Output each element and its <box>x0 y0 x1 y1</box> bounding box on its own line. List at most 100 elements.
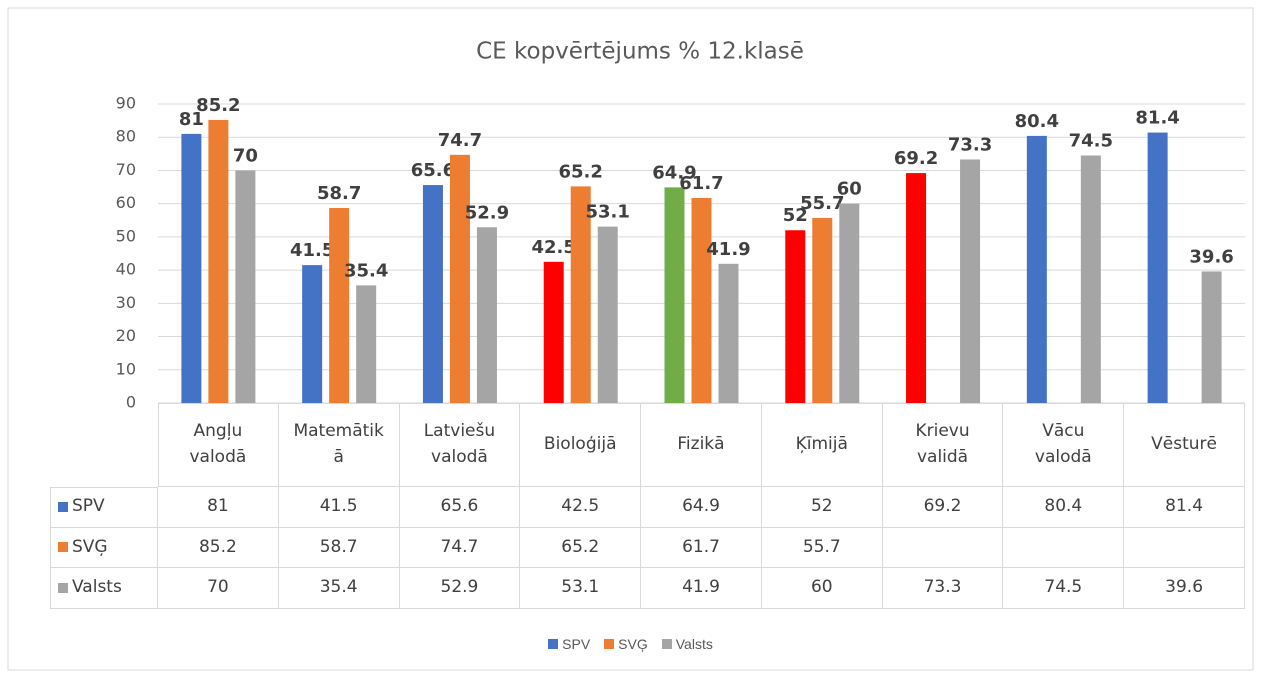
bar <box>718 263 739 403</box>
series-name: SPV <box>72 496 105 516</box>
chart-title: CE kopvērtējums % 12.klasē <box>476 39 804 65</box>
table-series-cell: SPV <box>50 487 158 528</box>
table-cell: 52 <box>761 487 883 528</box>
table-cell: 64.9 <box>641 487 762 528</box>
table-cell: 81 <box>158 487 279 528</box>
bar <box>208 119 229 404</box>
table-cell <box>882 527 1004 568</box>
table-cell: 85.2 <box>158 527 279 568</box>
table-cell: 41.5 <box>278 487 400 528</box>
legend-key <box>548 639 559 649</box>
table-header-cell: Fizikā <box>641 403 762 487</box>
bar <box>543 261 564 403</box>
table-header-cell: Matemātikā <box>278 403 400 487</box>
y-tick-label: 70 <box>116 160 136 179</box>
data-label: 42.5 <box>532 237 576 258</box>
legend-item: SVĢ <box>604 636 648 652</box>
y-tick-label: 60 <box>116 193 136 212</box>
data-label: 35.4 <box>344 260 388 281</box>
series-name: SVĢ <box>72 536 108 557</box>
bar <box>1147 132 1168 403</box>
table-cell: 53.1 <box>520 568 642 609</box>
y-tick-label: 90 <box>116 94 136 113</box>
data-label: 55.7 <box>800 193 844 214</box>
bar <box>449 154 470 403</box>
bar <box>235 170 256 403</box>
legend-key <box>58 542 68 553</box>
table-cell: 61.7 <box>641 527 762 568</box>
table-cell <box>1003 527 1125 568</box>
data-label: 81.4 <box>1135 108 1179 129</box>
bar <box>329 207 350 403</box>
data-label: 69.2 <box>894 148 938 169</box>
series-name: Valsts <box>72 577 122 597</box>
data-label: 52 <box>783 205 808 226</box>
data-label: 65.2 <box>559 161 603 182</box>
legend-key <box>661 639 672 649</box>
y-tick-label: 20 <box>116 326 136 345</box>
legend-key <box>58 582 68 593</box>
bar <box>302 265 323 403</box>
data-label: 65.6 <box>411 160 455 181</box>
y-tick-label: 10 <box>116 359 136 378</box>
legend-label: SVĢ <box>618 636 648 652</box>
bar <box>1026 135 1047 404</box>
data-label: 60 <box>837 179 862 200</box>
table-header-cell: Vēsturē <box>1124 403 1245 487</box>
data-label: 41.9 <box>706 239 750 260</box>
table-frame <box>50 487 158 488</box>
y-tick-label: 50 <box>116 226 136 245</box>
table-cell: 35.4 <box>278 568 400 609</box>
bar <box>356 285 377 403</box>
y-tick-label: 40 <box>116 260 136 279</box>
y-tick-label: 80 <box>116 127 136 146</box>
bar <box>785 230 806 403</box>
bar <box>476 227 497 403</box>
table-cell: 65.2 <box>520 527 642 568</box>
table-series-cell: Valsts <box>50 568 158 609</box>
table-header-cell: Bioloģijā <box>520 403 642 487</box>
data-label: 81 <box>179 109 204 130</box>
legend-label: Valsts <box>675 636 713 652</box>
table-header-cell: Vācu valodā <box>1003 403 1125 487</box>
bar <box>1080 155 1101 403</box>
table-cell: 74.7 <box>399 527 521 568</box>
legend-item: Valsts <box>661 636 713 652</box>
bar <box>691 198 712 403</box>
table-cell: 39.6 <box>1124 568 1245 609</box>
table-cell <box>1124 527 1245 568</box>
data-label: 58.7 <box>317 183 361 204</box>
bar <box>839 203 860 403</box>
table-cell: 70 <box>158 568 279 609</box>
table-cell: 52.9 <box>399 568 521 609</box>
data-label: 80.4 <box>1015 111 1059 132</box>
data-label: 70 <box>233 145 258 166</box>
table-header-cell: Krievu validā <box>882 403 1004 487</box>
bar <box>570 186 591 403</box>
bar <box>960 159 981 403</box>
table-frame <box>158 403 1245 404</box>
chart-frame <box>7 7 1254 671</box>
data-label: 74.7 <box>438 130 482 151</box>
table-cell: 74.5 <box>1003 568 1125 609</box>
table-frame <box>50 487 51 609</box>
data-label: 73.3 <box>948 134 992 155</box>
data-label: 39.6 <box>1189 246 1233 267</box>
table-cell: 69.2 <box>882 487 1004 528</box>
data-label: 53.1 <box>586 202 630 223</box>
bar <box>422 185 443 403</box>
table-cell: 81.4 <box>1124 487 1245 528</box>
table-header-cell: Angļu valodā <box>158 403 279 487</box>
table-series-cell: SVĢ <box>50 527 158 568</box>
table-frame <box>158 403 159 487</box>
table-cell: 58.7 <box>278 527 400 568</box>
legend-key <box>58 501 68 512</box>
legend-label: SPV <box>562 636 591 652</box>
legend: SPV SVĢ Valsts <box>0 636 1261 652</box>
bar <box>1201 271 1222 403</box>
y-tick-label: 0 <box>126 393 136 412</box>
data-label: 74.5 <box>1069 130 1113 151</box>
data-label: 85.2 <box>196 95 240 116</box>
table-cell: 42.5 <box>520 487 642 528</box>
